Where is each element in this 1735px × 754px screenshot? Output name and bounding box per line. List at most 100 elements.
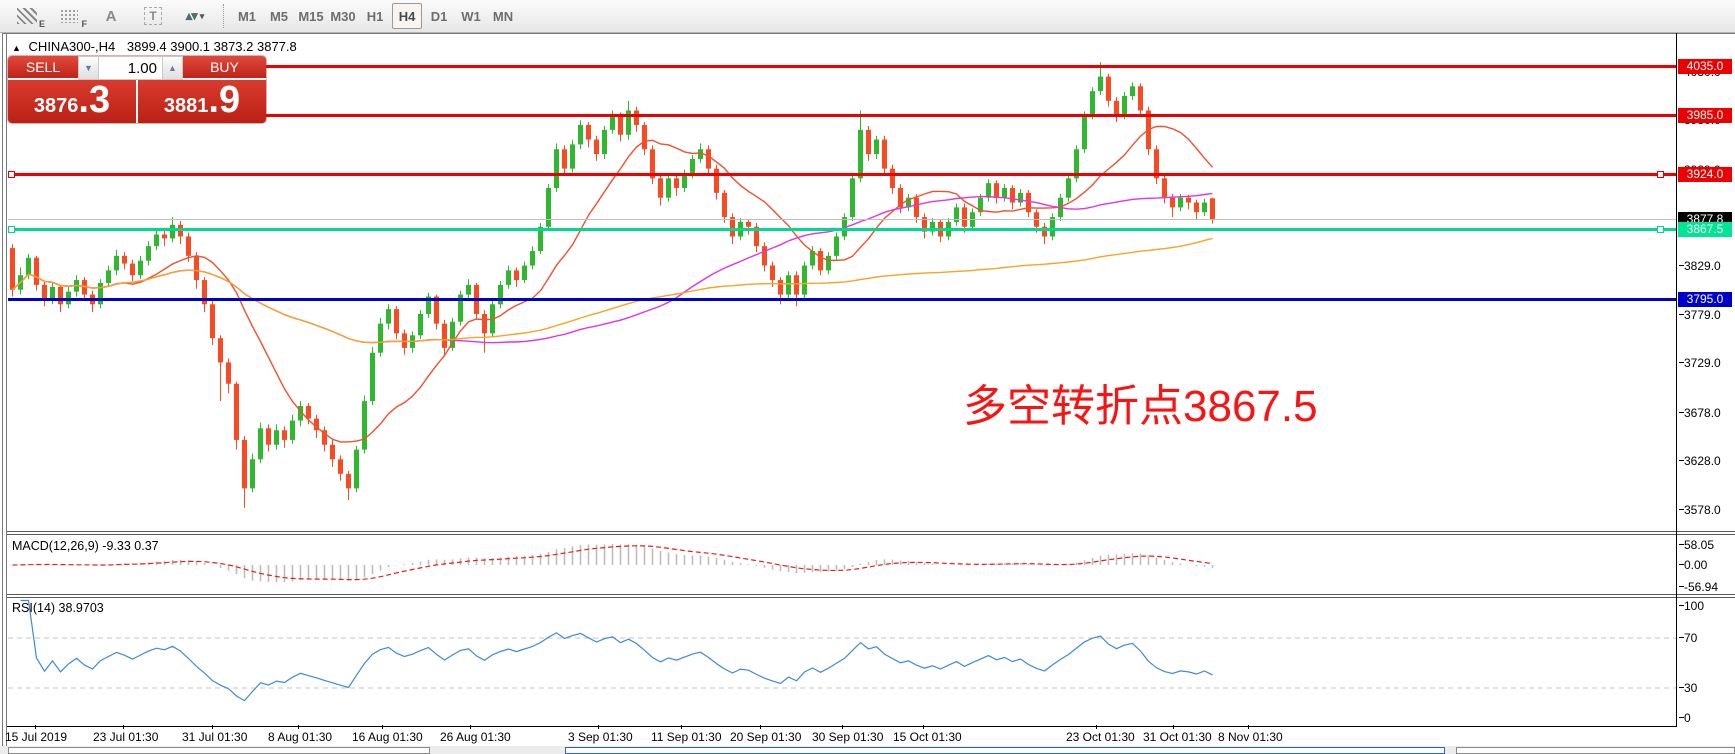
date-label: 20 Sep 01:30 <box>730 730 802 744</box>
candlestick-chart[interactable] <box>8 33 1676 531</box>
sell-price-main: 3876 <box>33 95 79 117</box>
ohlc-readout: 3899.4 3900.1 3873.2 3877.8 <box>126 39 297 54</box>
minimized-window-2[interactable] <box>565 747 1445 754</box>
toolbar-separator <box>223 4 224 28</box>
horizontal-line-3985.0[interactable] <box>8 113 1676 117</box>
axis-tick-mark <box>1679 564 1684 565</box>
price-axis[interactable]: 4030.03980.03929.03879.03829.03779.03729… <box>1677 33 1735 726</box>
date-tick-mark <box>842 725 843 729</box>
sell-button[interactable]: SELL <box>8 56 78 80</box>
date-tick-mark <box>1173 725 1174 729</box>
date-tick-mark <box>35 725 36 729</box>
pane-separator-macd-rsi-1[interactable] <box>7 594 1735 595</box>
moving-average-120 <box>12 237 1213 344</box>
macd-scale-label: -56.94 <box>1679 580 1718 594</box>
date-tick-mark <box>681 725 682 729</box>
timeframe-button-m5[interactable]: M5 <box>269 8 289 24</box>
chart-title: ▲ CHINA300-,H4 3899.4 3900.1 3873.2 3877… <box>12 39 297 54</box>
price-tick-label: 3678.0 <box>1679 406 1721 420</box>
price-line-label-3924.0: 3924.0 <box>1678 166 1732 182</box>
price-lines-overlay <box>8 33 1676 531</box>
date-label: 23 Oct 01:30 <box>1066 730 1135 744</box>
letter-t-glyph: T <box>144 7 162 25</box>
price-axis-line <box>1676 33 1677 727</box>
text-label-a-icon[interactable]: A <box>91 2 131 30</box>
buy-price-fraction: .9 <box>208 79 241 121</box>
timeframe-button-d1[interactable]: D1 <box>430 8 448 24</box>
horizontal-line-4035.0[interactable] <box>8 65 1676 69</box>
sell-price[interactable]: 3876 .3 <box>8 80 138 123</box>
axis-tick-mark <box>1679 544 1684 545</box>
icon-letter: E <box>38 19 45 29</box>
date-label: 15 Oct 01:30 <box>893 730 962 744</box>
axis-tick-mark <box>1679 687 1684 688</box>
line-drag-handle[interactable] <box>8 225 15 233</box>
timeframe-button-m1[interactable]: M1 <box>237 8 257 24</box>
date-tick-mark <box>298 725 299 729</box>
pivot-annotation-text[interactable]: 多空转折点3867.5 <box>963 382 1318 431</box>
date-label: 31 Jul 01:30 <box>182 730 248 744</box>
volume-increase-button[interactable]: ▲ <box>162 56 183 80</box>
price-tick-label: 3829.0 <box>1679 259 1721 273</box>
price-line-label-3867.5: 3867.5 <box>1678 221 1732 237</box>
minimized-window-1[interactable] <box>8 747 430 754</box>
rsi-scale-label: 100 <box>1679 599 1704 613</box>
minimized-window-3[interactable] <box>1456 747 1735 754</box>
sort-arrows-dropdown[interactable]: ▴▾ ▾ <box>175 2 215 30</box>
timeframe-button-w1[interactable]: W1 <box>461 8 481 24</box>
axis-tick-mark <box>1679 265 1684 267</box>
buy-price[interactable]: 3881 .9 <box>138 80 266 123</box>
horizontal-line-3877.8[interactable] <box>8 218 1676 220</box>
text-box-t-icon[interactable]: T <box>133 2 173 30</box>
spin-down-icon: ▼ <box>84 63 93 73</box>
date-label: 16 Aug 01:30 <box>352 730 423 744</box>
timeframe-button-mn[interactable]: MN <box>492 8 514 24</box>
date-label: 15 Jul 2019 <box>5 730 68 744</box>
dotted-grid-f-icon[interactable]: F <box>49 2 89 30</box>
date-tick-mark <box>470 725 471 729</box>
date-tick-mark <box>123 725 124 729</box>
date-label: 3 Sep 01:30 <box>568 730 633 744</box>
diagonal-hatch-e-icon[interactable]: E <box>7 2 47 30</box>
pane-separator-main-macd-1[interactable] <box>7 531 1735 532</box>
axis-tick-mark <box>1679 637 1684 638</box>
volume-input[interactable]: 1.00 <box>99 56 162 80</box>
line-drag-handle[interactable] <box>1657 170 1664 178</box>
line-drag-handle[interactable] <box>1657 225 1664 233</box>
axis-tick-mark <box>1679 605 1684 606</box>
price-tick-label: 3779.0 <box>1679 308 1721 322</box>
timeframe-button-h1[interactable]: H1 <box>366 8 384 24</box>
line-drag-handle[interactable] <box>8 170 15 178</box>
timeframe-button-h4[interactable]: H4 <box>392 3 422 29</box>
price-line-label-3795.0: 3795.0 <box>1678 291 1732 307</box>
macd-label: MACD(12,26,9) -9.33 0.37 <box>12 539 159 553</box>
icon-letter: F <box>81 19 88 29</box>
symbol-title: CHINA300-,H4 <box>28 39 116 54</box>
date-label: 8 Aug 01:30 <box>268 730 333 744</box>
rsi-pane[interactable] <box>8 598 1676 726</box>
timeframe-button-m15[interactable]: M15 <box>298 8 324 24</box>
price-line-label-3985.0: 3985.0 <box>1678 107 1732 123</box>
window-border-left-outer <box>2 33 3 746</box>
axis-tick-mark <box>1679 717 1684 718</box>
horizontal-line-3867.5[interactable] <box>8 227 1676 231</box>
pane-separator-main-macd-2[interactable] <box>7 534 1735 535</box>
rsi-scale-label: 70 <box>1679 631 1697 645</box>
moving-average-13 <box>12 125 1214 443</box>
buy-button[interactable]: BUY <box>183 56 266 80</box>
price-tick-label: 3729.0 <box>1679 356 1721 370</box>
chevron-down-icon: ▾ <box>199 10 205 21</box>
horizontal-line-3795.0[interactable] <box>8 297 1676 301</box>
date-axis[interactable]: 15 Jul 2019 23 Jul 01:30 31 Jul 01:30 8 Aug… <box>0 725 1735 746</box>
volume-decrease-button[interactable]: ▼ <box>78 56 99 80</box>
horizontal-line-3924.0[interactable] <box>8 172 1676 176</box>
date-tick-mark <box>1248 725 1249 729</box>
timeframe-button-m30[interactable]: M30 <box>330 8 356 24</box>
pane-separator-macd-rsi-2[interactable] <box>7 597 1735 598</box>
macd-scale-label: 58.05 <box>1679 538 1714 552</box>
rsi-scale-label: 0 <box>1679 711 1691 725</box>
macd-pane[interactable] <box>8 535 1676 594</box>
chart-top-border <box>2 33 1735 34</box>
collapse-arrow-icon[interactable]: ▲ <box>12 43 21 53</box>
grid-glyph <box>60 9 78 23</box>
